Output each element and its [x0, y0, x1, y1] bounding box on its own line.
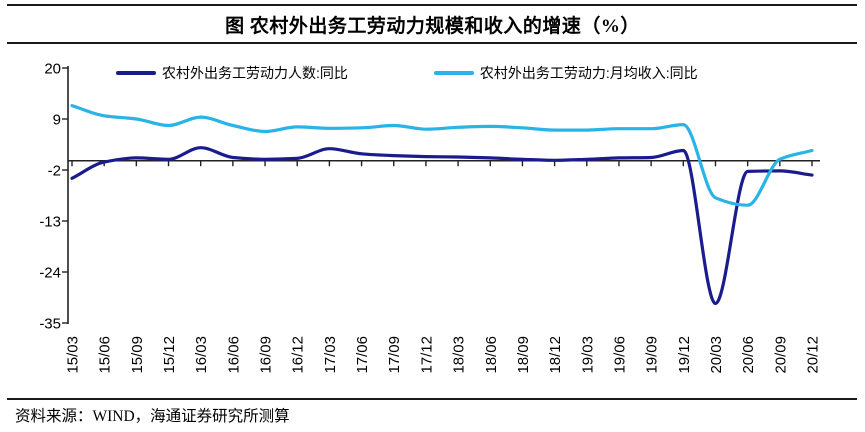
- x-tick-label: 15/03: [65, 336, 82, 374]
- y-tick-label: -13: [39, 214, 61, 231]
- footer-divider-rule: [7, 398, 857, 400]
- x-tick-label: 15/12: [161, 336, 178, 374]
- x-tick-label: 20/12: [805, 336, 822, 374]
- x-tick-label: 15/09: [129, 336, 146, 374]
- y-tick-label: -24: [39, 265, 61, 282]
- x-tick-label: 16/06: [225, 336, 242, 374]
- y-tick-label: -2: [48, 163, 61, 180]
- x-tick-label: 19/09: [644, 336, 661, 374]
- source-note: 资料来源：WIND，海通证券研究所测算: [15, 408, 290, 425]
- legend-label-workers: 农村外出务工劳动力人数:同比: [162, 65, 348, 81]
- x-tick-label: 20/09: [772, 336, 789, 374]
- x-tick-label: 17/06: [354, 336, 371, 374]
- title-divider-rule: [7, 42, 857, 44]
- x-tick-label: 16/09: [258, 336, 275, 374]
- x-tick-label: 20/06: [740, 336, 757, 374]
- x-tick-label: 17/09: [386, 336, 403, 374]
- chart-title: 图 农村外出务工劳动力规模和收入的增速（%）: [225, 16, 640, 37]
- series-line-income: [70, 104, 814, 207]
- legend-item-income: 农村外出务工劳动力:月均收入:同比: [433, 63, 698, 83]
- x-tick-label: 17/12: [418, 336, 435, 374]
- chart-legend: 农村外出务工劳动力人数:同比 农村外出务工劳动力:月均收入:同比: [116, 63, 698, 83]
- y-tick-label: 9: [53, 112, 61, 129]
- x-tick-label: 20/03: [708, 336, 725, 374]
- y-tick-label: 20: [44, 61, 61, 78]
- x-tick-label: 16/12: [290, 336, 307, 374]
- x-tick-label: 19/06: [611, 336, 628, 374]
- x-tick-label: 18/06: [483, 336, 500, 374]
- series-line-workers: [70, 146, 814, 306]
- legend-item-workers: 农村外出务工劳动力人数:同比: [116, 63, 348, 83]
- x-tick-label: 18/03: [451, 336, 468, 374]
- legend-line-swatch-workers: [116, 71, 156, 75]
- top-border-rule: [7, 4, 857, 6]
- x-tick-label: 19/03: [579, 336, 596, 374]
- x-tick-label: 15/06: [97, 336, 114, 374]
- x-tick-label: 19/12: [676, 336, 693, 374]
- x-tick-label: 18/09: [515, 336, 532, 374]
- legend-line-swatch-income: [433, 71, 474, 75]
- x-tick-label: 18/12: [547, 336, 564, 374]
- y-tick-label: -35: [39, 316, 61, 333]
- x-tick-label: 17/03: [322, 336, 339, 374]
- legend-label-income: 农村外出务工劳动力:月均收入:同比: [479, 65, 698, 81]
- x-tick-label: 16/03: [193, 336, 210, 374]
